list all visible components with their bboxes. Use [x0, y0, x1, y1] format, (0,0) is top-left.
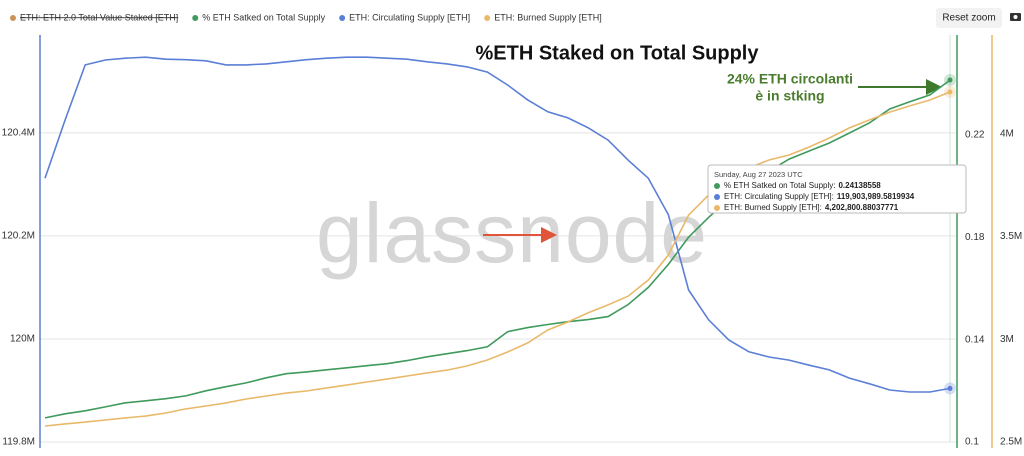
legend-label[interactable]: % ETH Satked on Total Supply: [202, 12, 325, 22]
tooltip-line: % ETH Satked on Total Supply: 0.24138558: [724, 181, 881, 190]
tooltip-marker: [714, 183, 720, 189]
reset-zoom-button[interactable]: [936, 8, 1002, 28]
y-tick-label: 3M: [1000, 334, 1014, 345]
annotation: è in stking: [755, 88, 824, 104]
tooltip-date: Sunday, Aug 27 2023 UTC: [714, 170, 803, 179]
tooltip-value: 119,903,989.5819934: [837, 192, 915, 201]
y-tick-label: 120.2M: [2, 231, 35, 242]
legend-label[interactable]: ETH: Burned Supply [ETH]: [494, 12, 602, 22]
tooltip-marker: [714, 205, 720, 211]
y-tick-label: 0.22: [965, 129, 985, 140]
tooltip-label: % ETH Satked on Total Supply:: [724, 181, 835, 190]
legend-label[interactable]: ETH: Circulating Supply [ETH]: [349, 12, 470, 22]
tooltip-line: ETH: Burned Supply [ETH]: 4,202,800.88037…: [724, 203, 899, 212]
tooltip-label: ETH: Burned Supply [ETH]:: [724, 203, 822, 212]
y-tick-label: 4M: [1000, 128, 1014, 139]
hover-point: [947, 385, 953, 391]
camera-icon[interactable]: [1010, 13, 1021, 21]
y-tick-label: 120M: [10, 334, 35, 345]
y-tick-label: 119.8M: [2, 437, 35, 448]
annotation: 24% ETH circolanti: [727, 71, 853, 87]
hover-point: [947, 77, 953, 83]
legend-marker: [484, 15, 491, 21]
series-line: [44, 56, 951, 393]
hover-point: [947, 89, 953, 95]
tooltip-marker: [714, 194, 720, 200]
y-tick-label: 0.14: [965, 334, 985, 345]
watermark: glassnode: [316, 186, 708, 280]
legend-marker: [10, 15, 16, 21]
tooltip-value: 4,202,800.88037771: [825, 203, 899, 212]
reset-zoom-label[interactable]: Reset zoom: [942, 13, 995, 24]
tooltip-value: 0.24138558: [838, 181, 881, 190]
tooltip-box: [707, 164, 967, 214]
legend: ETH: ETH 2.0 Total Value Staked [ETH] % E…: [10, 12, 602, 22]
chart-title: %ETH Staked on Total Supply: [476, 42, 760, 64]
tooltip-label: ETH: Circulating Supply [ETH]:: [724, 192, 834, 201]
tooltip-line: ETH: Circulating Supply [ETH]: 119,903,98…: [724, 192, 915, 201]
tooltip: Sunday, Aug 27 2023 UTC % ETH Satked on T…: [707, 164, 967, 214]
y-tick-label: 3.5M: [1000, 231, 1022, 242]
y-tick-label: 0.18: [965, 232, 985, 243]
y-tick-label: 120.4M: [2, 128, 35, 139]
series-line: [44, 91, 951, 427]
y-tick-label: 2.5M: [1000, 437, 1022, 448]
legend-marker: [339, 15, 346, 21]
legend-label[interactable]: ETH: ETH 2.0 Total Value Staked [ETH]: [20, 12, 178, 22]
y-tick-label: 0.1: [965, 437, 979, 448]
legend-marker: [192, 15, 199, 21]
series-line: [44, 79, 951, 419]
